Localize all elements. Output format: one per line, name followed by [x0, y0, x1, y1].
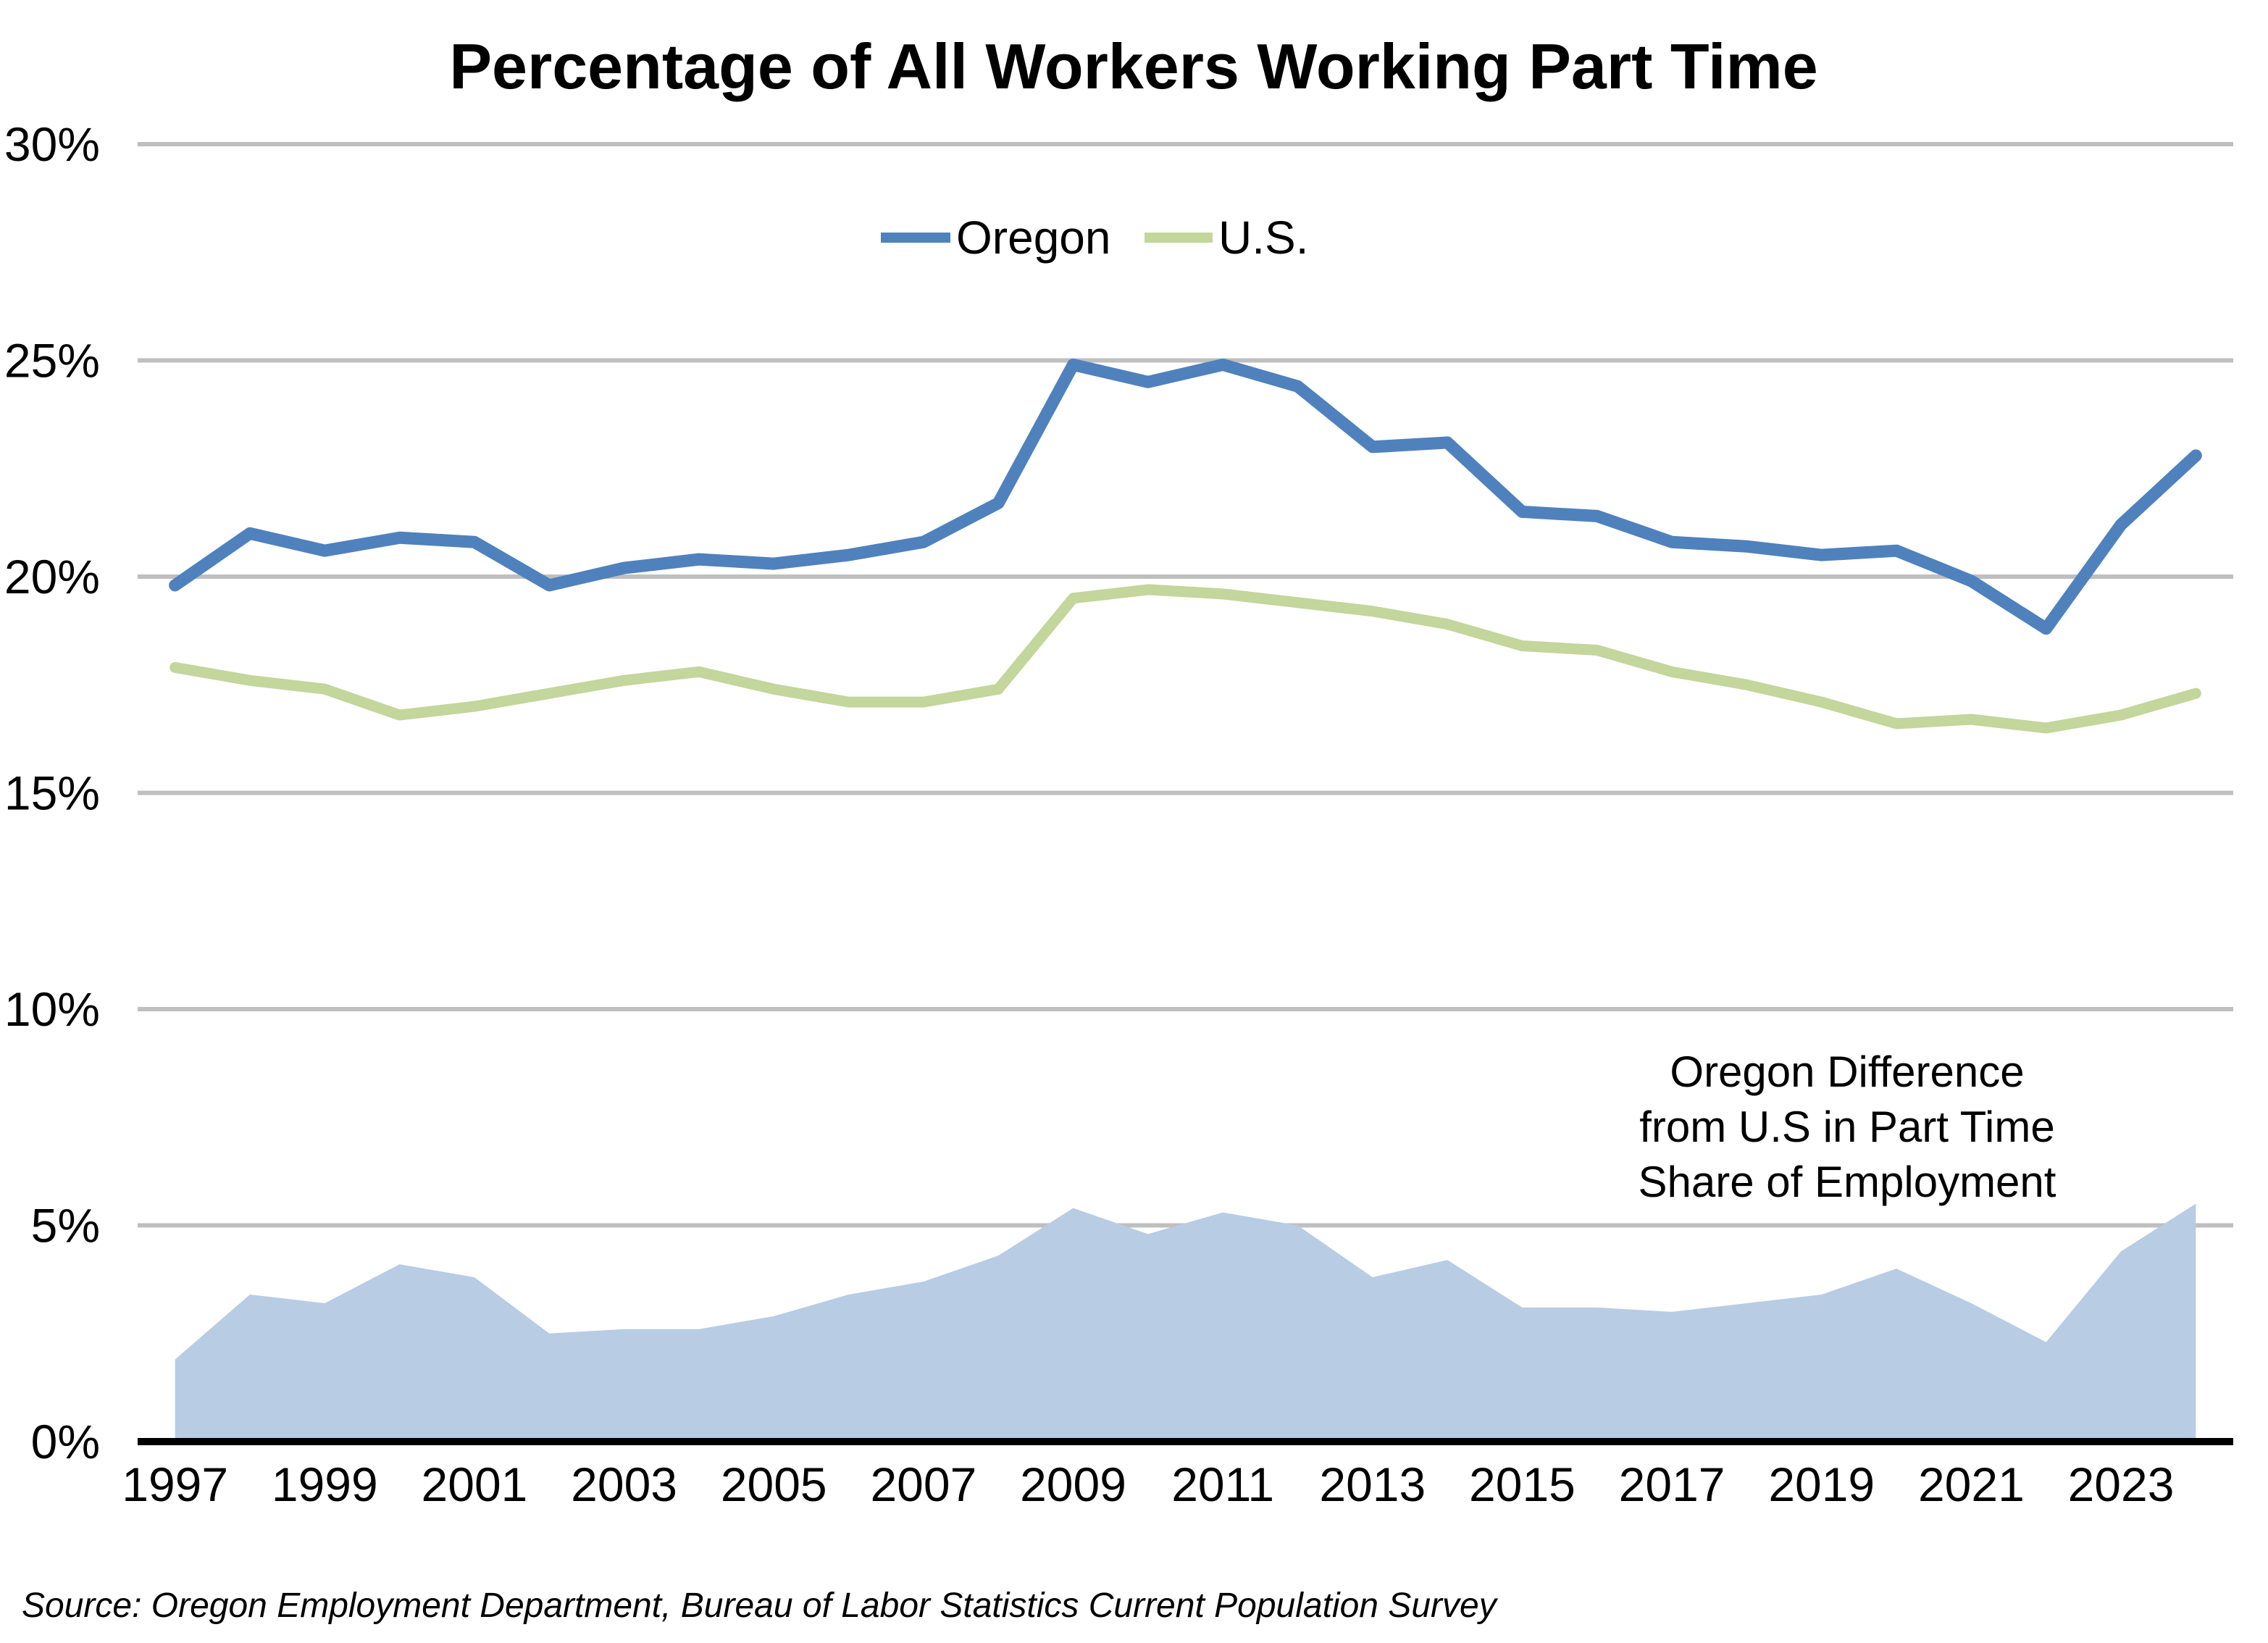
- legend-us-label: U.S.: [1218, 212, 1308, 264]
- x-tick-label-1999: 1999: [272, 1458, 378, 1511]
- oregon-line: [169, 358, 2202, 635]
- us-line: [170, 584, 2201, 734]
- plot-area: [138, 358, 2233, 1445]
- y-axis-tick-labels: 0% 5% 10% 15% 20% 25% 30%: [4, 117, 100, 1468]
- y-tick-label-10pct: 10%: [4, 982, 100, 1036]
- x-tick-label-2007: 2007: [870, 1458, 976, 1511]
- source-note: Source: Oregon Employment Department, Bu…: [22, 1586, 1499, 1625]
- x-tick-label-2005: 2005: [721, 1458, 827, 1511]
- y-tick-label-5pct: 5%: [31, 1199, 100, 1253]
- difference-area: [175, 1203, 2196, 1442]
- x-tick-label-2019: 2019: [1768, 1458, 1875, 1511]
- x-tick-label-2011: 2011: [1171, 1458, 1274, 1511]
- y-tick-label-20pct: 20%: [4, 550, 100, 603]
- x-tick-label-2021: 2021: [1918, 1458, 2025, 1511]
- chart-title: Percentage of All Workers Working Part T…: [449, 30, 1817, 102]
- annotation-line-3: Share of Employment: [1639, 1158, 2056, 1206]
- x-tick-label-2003: 2003: [571, 1458, 677, 1511]
- annotation-line-1: Oregon Difference: [1670, 1048, 2024, 1096]
- legend-oregon-label: Oregon: [956, 212, 1110, 264]
- gridlines: [138, 142, 2233, 1228]
- y-tick-label-15pct: 15%: [4, 766, 100, 820]
- x-tick-label-2017: 2017: [1619, 1458, 1725, 1511]
- annotation-line-2: from U.S in Part Time: [1639, 1103, 2054, 1151]
- x-tick-label-2009: 2009: [1020, 1458, 1126, 1511]
- x-tick-label-2015: 2015: [1469, 1458, 1576, 1511]
- y-tick-label-30pct: 30%: [4, 117, 100, 171]
- x-tick-label-2001: 2001: [422, 1458, 528, 1511]
- x-axis-tick-labels: 1997 1999 2001 2003 2005 2007 2009 2011 2013 2015…: [122, 1458, 2174, 1511]
- legend: Oregon U.S.: [881, 212, 1308, 264]
- x-tick-label-2023: 2023: [2068, 1458, 2175, 1511]
- area-annotation: Oregon Difference from U.S in Part Time …: [1639, 1048, 2056, 1206]
- x-tick-label-2013: 2013: [1319, 1458, 1426, 1511]
- y-tick-label-0pct: 0%: [31, 1415, 100, 1468]
- y-tick-label-25pct: 25%: [4, 334, 100, 388]
- x-tick-label-1997: 1997: [122, 1458, 228, 1511]
